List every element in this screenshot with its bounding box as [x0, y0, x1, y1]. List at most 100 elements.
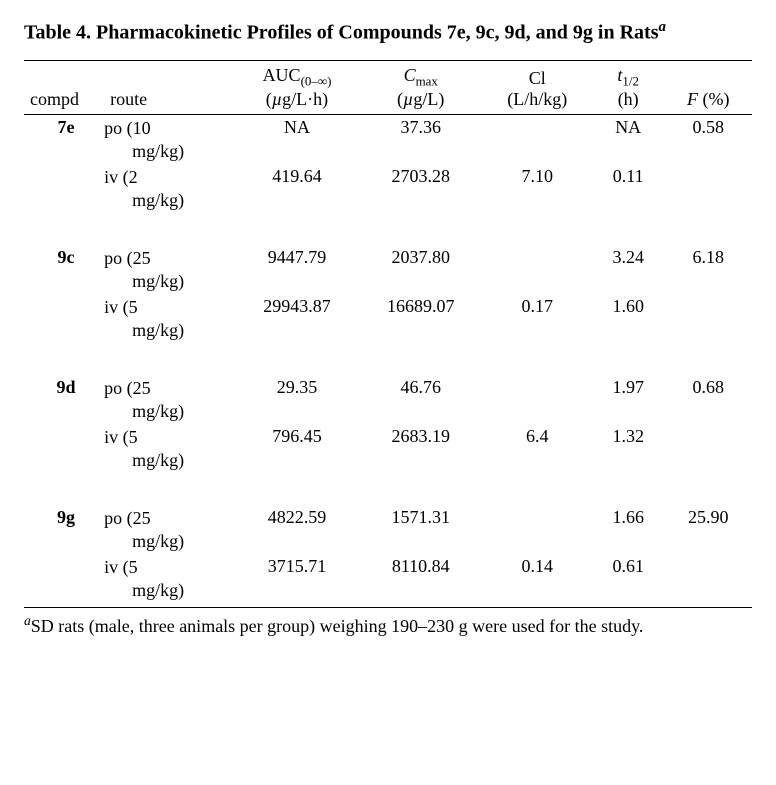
cell-compd	[24, 554, 104, 608]
hdr-cmax-top: C	[404, 65, 416, 85]
cell-route: po (25mg/kg)	[104, 245, 235, 294]
cell-cl: 0.14	[483, 554, 592, 608]
hdr-cl: Cl (L/h/kg)	[483, 60, 592, 115]
route-main: po (25	[104, 378, 151, 398]
hdr-cmax-sub: max	[416, 73, 438, 88]
cell-compd: 9d	[24, 375, 104, 424]
footnote-mark: a	[24, 613, 31, 628]
table-row: 9dpo (25mg/kg)29.3546.761.970.68	[24, 375, 752, 424]
cell-auc: 4822.59	[235, 505, 359, 554]
cell-F	[665, 164, 752, 213]
group-gap	[24, 473, 752, 505]
table-row: 9gpo (25mg/kg)4822.591571.31 1.6625.90	[24, 505, 752, 554]
cell-auc: 29.35	[235, 375, 359, 424]
cell-F: 6.18	[665, 245, 752, 294]
hdr-auc: AUC(0–∞) (µg/L·h)	[235, 60, 359, 115]
hdr-auc-top: AUC	[263, 65, 301, 85]
route-main: iv (5	[104, 427, 138, 447]
route-main: po (25	[104, 248, 151, 268]
group-gap	[24, 213, 752, 245]
table-row: iv (5mg/kg)29943.8716689.070.171.60	[24, 294, 752, 343]
cell-route: iv (5mg/kg)	[104, 424, 235, 473]
route-dose: mg/kg)	[104, 189, 233, 212]
hdr-compd: compd	[24, 60, 104, 115]
cell-compd	[24, 164, 104, 213]
cell-cmax: 2683.19	[359, 424, 483, 473]
cell-cmax: 16689.07	[359, 294, 483, 343]
route-main: po (25	[104, 508, 151, 528]
cell-thalf: 0.11	[592, 164, 665, 213]
route-dose: mg/kg)	[104, 579, 233, 602]
cell-cl	[483, 245, 592, 294]
table-row: 9cpo (25mg/kg)9447.792037.803.246.18	[24, 245, 752, 294]
cell-cl	[483, 115, 592, 165]
cell-compd: 9g	[24, 505, 104, 554]
cell-thalf: 1.66	[592, 505, 665, 554]
route-main: po (10	[104, 118, 151, 138]
table-title: Table 4. Pharmacokinetic Profiles of Com…	[24, 18, 752, 46]
cell-compd	[24, 424, 104, 473]
table-body: 7epo (10mg/kg)NA37.36NA0.58iv (2mg/kg)41…	[24, 115, 752, 608]
route-main: iv (2	[104, 167, 138, 187]
table-footnote: aSD rats (male, three animals per group)…	[24, 612, 752, 638]
cell-thalf: 1.60	[592, 294, 665, 343]
hdr-cl-top: Cl	[529, 68, 546, 88]
cell-compd: 7e	[24, 115, 104, 165]
cell-route: iv (5mg/kg)	[104, 554, 235, 608]
cell-auc: 796.45	[235, 424, 359, 473]
route-main: iv (5	[104, 297, 138, 317]
hdr-thalf-sub: 1/2	[622, 73, 639, 88]
group-gap	[24, 343, 752, 375]
title-text: Table 4. Pharmacokinetic Profiles of Com…	[24, 22, 658, 44]
cell-auc: 9447.79	[235, 245, 359, 294]
route-dose: mg/kg)	[104, 140, 233, 163]
cell-cl	[483, 375, 592, 424]
route-dose: mg/kg)	[104, 449, 233, 472]
route-dose: mg/kg)	[104, 400, 233, 423]
route-dose: mg/kg)	[104, 270, 233, 293]
cell-route: iv (2mg/kg)	[104, 164, 235, 213]
cell-cl	[483, 505, 592, 554]
table-row: iv (5mg/kg)796.452683.196.41.32	[24, 424, 752, 473]
table-row: iv (5mg/kg)3715.718110.840.140.61	[24, 554, 752, 608]
cell-auc: 419.64	[235, 164, 359, 213]
cell-F: 0.58	[665, 115, 752, 165]
cell-route: po (25mg/kg)	[104, 375, 235, 424]
hdr-thalf: t1/2 (h)	[592, 60, 665, 115]
cell-route: po (25mg/kg)	[104, 505, 235, 554]
cell-route: iv (5mg/kg)	[104, 294, 235, 343]
cell-route: po (10mg/kg)	[104, 115, 235, 165]
cell-auc: 3715.71	[235, 554, 359, 608]
hdr-cmax-unit-post: g/L)	[413, 89, 444, 109]
cell-thalf: NA	[592, 115, 665, 165]
cell-thalf: 1.97	[592, 375, 665, 424]
hdr-auc-sub: (0–∞)	[301, 73, 332, 88]
cell-cmax: 1571.31	[359, 505, 483, 554]
hdr-thalf-unit: (h)	[618, 89, 639, 109]
table-row: iv (2mg/kg)419.642703.287.100.11	[24, 164, 752, 213]
cell-F	[665, 554, 752, 608]
cell-cmax: 46.76	[359, 375, 483, 424]
cell-F: 25.90	[665, 505, 752, 554]
cell-cl: 7.10	[483, 164, 592, 213]
pk-table: compd route AUC(0–∞) (µg/L·h) Cmax (µg/L…	[24, 60, 752, 609]
hdr-cmax-mu: µ	[403, 89, 413, 109]
table-header-row: compd route AUC(0–∞) (µg/L·h) Cmax (µg/L…	[24, 60, 752, 115]
cell-auc: 29943.87	[235, 294, 359, 343]
hdr-auc-mu: µ	[272, 89, 282, 109]
cell-thalf: 0.61	[592, 554, 665, 608]
hdr-cl-unit: (L/h/kg)	[507, 89, 567, 109]
cell-F	[665, 424, 752, 473]
cell-cmax: 2703.28	[359, 164, 483, 213]
route-main: iv (5	[104, 557, 138, 577]
hdr-auc-unit-post: g/L·h)	[282, 89, 328, 109]
cell-compd	[24, 294, 104, 343]
hdr-F-unit: (%)	[698, 89, 729, 109]
hdr-F-i: F	[687, 89, 698, 109]
cell-thalf: 1.32	[592, 424, 665, 473]
cell-cmax: 2037.80	[359, 245, 483, 294]
footnote-text: SD rats (male, three animals per group) …	[31, 616, 644, 636]
cell-cmax: 8110.84	[359, 554, 483, 608]
table-row: 7epo (10mg/kg)NA37.36NA0.58	[24, 115, 752, 165]
route-dose: mg/kg)	[104, 319, 233, 342]
